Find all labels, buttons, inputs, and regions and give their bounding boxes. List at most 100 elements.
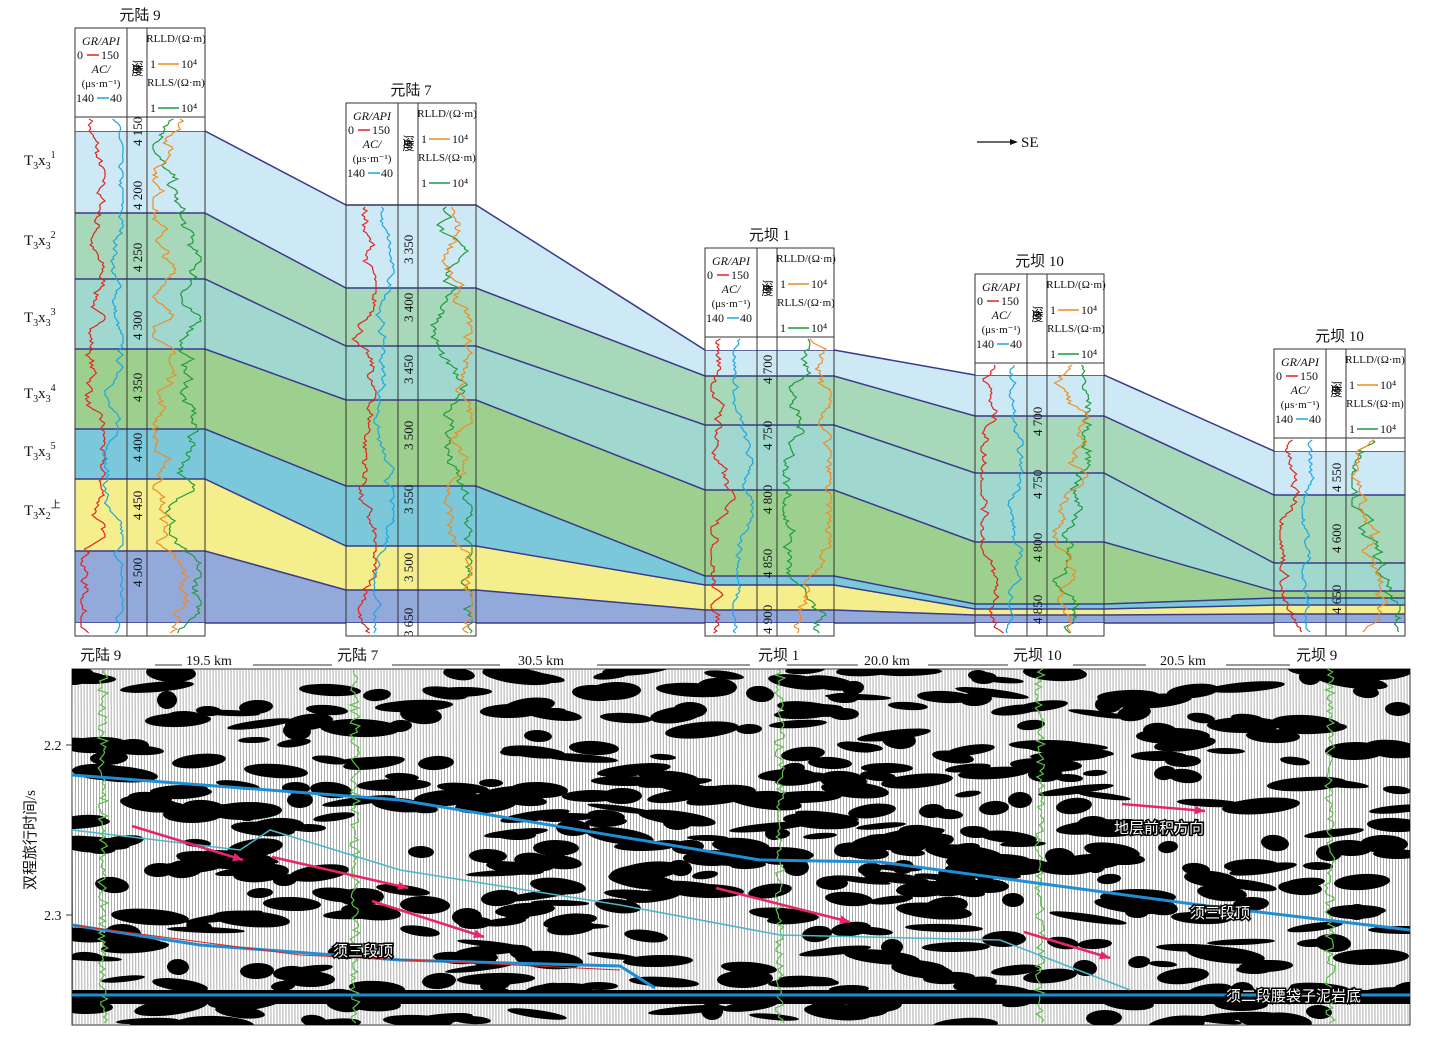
reflector — [1068, 709, 1130, 719]
reflector — [263, 896, 321, 912]
depth-tick: 3 500 — [401, 421, 416, 450]
depth-tick: 3 500 — [401, 553, 416, 582]
reflector — [692, 870, 718, 880]
rlld-range-left: 1 — [1349, 378, 1355, 392]
formation-label-part: x — [38, 444, 46, 460]
gr-range-left: 0 — [707, 268, 713, 282]
reflector — [457, 939, 521, 949]
depth-tick: 4 450 — [130, 491, 145, 520]
seismic-well-label: 元陆 7 — [337, 647, 379, 664]
rlld-label: RLLD/(Ω·m) — [1345, 354, 1405, 366]
reflector — [533, 839, 579, 857]
arrow-head-icon — [839, 915, 850, 924]
reflector — [357, 778, 431, 792]
reflector — [758, 768, 814, 782]
well-frame — [345, 102, 477, 637]
progradation-arrow-icon — [371, 899, 485, 939]
ac-range-right: 40 — [740, 311, 752, 325]
reflector — [388, 719, 412, 733]
reflector — [72, 835, 108, 853]
reflector — [860, 770, 896, 782]
ac-range-left: 140 — [76, 91, 94, 105]
reflector — [186, 920, 212, 932]
formation-label-part: 3 — [46, 161, 51, 172]
reflector — [72, 954, 122, 962]
depth-tick: 4 900 — [760, 605, 775, 634]
reflector — [1280, 756, 1310, 766]
reflector — [623, 954, 693, 968]
formation-label-part: T — [24, 386, 33, 402]
reflector — [919, 803, 945, 819]
reflector — [385, 772, 419, 782]
gr-curve — [351, 206, 378, 634]
formation-label-part: x — [38, 153, 46, 169]
reflector — [1009, 739, 1087, 751]
log-top-blank — [975, 363, 1104, 375]
log-bottom-blank — [346, 623, 476, 636]
reflector — [827, 1003, 871, 1013]
ac-range-right: 40 — [381, 166, 393, 180]
reflector — [825, 891, 873, 907]
reflector — [1187, 946, 1265, 964]
reflector — [783, 857, 809, 877]
reflector — [1197, 884, 1247, 902]
arrow-head-icon — [232, 852, 243, 862]
formation-label: T3x33 — [24, 307, 56, 329]
reflector — [1299, 669, 1321, 686]
depth-tick: 4 750 — [1030, 470, 1045, 499]
rlld-range-right: 10⁴ — [1380, 378, 1396, 392]
reflector — [277, 738, 311, 748]
well-frame — [704, 247, 835, 637]
arrow-head-icon — [397, 881, 408, 890]
ac-range-left: 140 — [347, 166, 365, 180]
depth-tick: 4 650 — [1329, 585, 1344, 614]
reflector — [531, 899, 589, 907]
reflector — [72, 814, 106, 826]
reflector — [1222, 797, 1300, 815]
red-horizon — [72, 924, 621, 971]
reflector — [121, 797, 187, 809]
reflector — [1187, 712, 1215, 724]
reflector — [1056, 853, 1124, 871]
reflector — [1097, 873, 1121, 885]
distance-label: 30.5 km — [518, 654, 564, 669]
reflector — [482, 669, 554, 686]
reflector — [418, 755, 454, 771]
reflector — [1383, 785, 1410, 795]
reflector — [668, 859, 692, 877]
rlls-range-left: 1 — [150, 101, 156, 115]
depth-tick: 4 150 — [130, 117, 145, 146]
ac-label: AC/ — [1290, 383, 1311, 397]
reflector — [968, 669, 988, 681]
ac-range-right: 40 — [1309, 412, 1321, 426]
reflector — [1304, 827, 1364, 839]
depth-tick: 4 850 — [1030, 595, 1045, 624]
rlld-range-left: 1 — [780, 277, 786, 291]
reflector — [1158, 840, 1178, 854]
reflector — [210, 801, 282, 821]
well-frame — [74, 27, 206, 637]
rlld-label: RLLD/(Ω·m) — [146, 33, 206, 45]
gr-range-right: 150 — [372, 123, 390, 137]
reflector — [271, 980, 295, 992]
reflector — [955, 790, 981, 798]
reflector — [954, 842, 980, 852]
reflector — [101, 940, 169, 954]
reflector — [238, 736, 270, 744]
arrow-head-icon — [1099, 951, 1110, 960]
depth-tick: 4 250 — [130, 243, 145, 272]
reflector — [534, 854, 582, 870]
reflector — [1165, 755, 1201, 767]
rlld-range-right: 10⁴ — [181, 57, 197, 71]
xu3-top-label-right: 须三段顶 — [1190, 905, 1250, 922]
depth-tick: 4 400 — [130, 433, 145, 462]
internal-horizon — [72, 829, 1131, 991]
reflector — [90, 750, 128, 766]
reflector — [501, 888, 579, 902]
ac-label: AC/ — [721, 282, 742, 296]
reflector — [712, 837, 770, 855]
reflector — [821, 781, 889, 799]
